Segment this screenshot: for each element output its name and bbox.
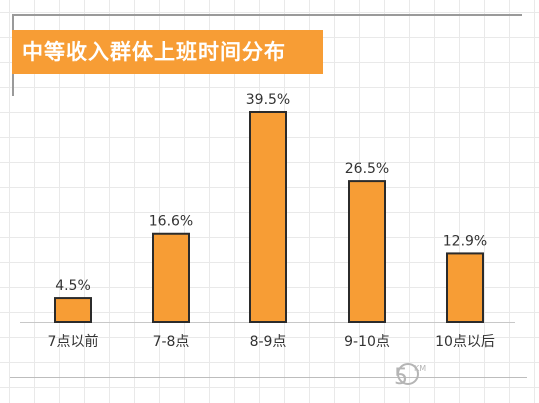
bar-4 xyxy=(446,252,484,323)
category-label-2: 8-9点 xyxy=(250,334,287,350)
value-label-1: 16.6% xyxy=(149,214,193,230)
category-label-3: 9-10点 xyxy=(344,334,390,350)
bar-1 xyxy=(152,232,190,324)
value-label-2: 39.5% xyxy=(246,92,290,108)
bar-3 xyxy=(348,180,386,323)
logo: 5 KM xyxy=(394,363,426,390)
value-label-3: 26.5% xyxy=(345,161,389,177)
title-banner: 中等收入群体上班时间分布 xyxy=(12,30,323,74)
value-label-4: 12.9% xyxy=(443,233,487,249)
category-label-0: 7点以前 xyxy=(48,333,99,350)
value-label-0: 4.5% xyxy=(55,278,91,294)
logo-sub: KM xyxy=(414,364,426,373)
category-label-4: 10点以后 xyxy=(435,334,495,350)
bottom-rule xyxy=(10,377,527,378)
logo-digit: 5 xyxy=(394,365,408,390)
bar-0 xyxy=(54,297,92,324)
chart-title: 中等收入群体上班时间分布 xyxy=(22,40,286,64)
category-label-1: 7-8点 xyxy=(153,334,190,350)
top-border xyxy=(12,14,522,16)
bar-2 xyxy=(249,111,287,323)
logo-ring-icon xyxy=(397,363,419,385)
